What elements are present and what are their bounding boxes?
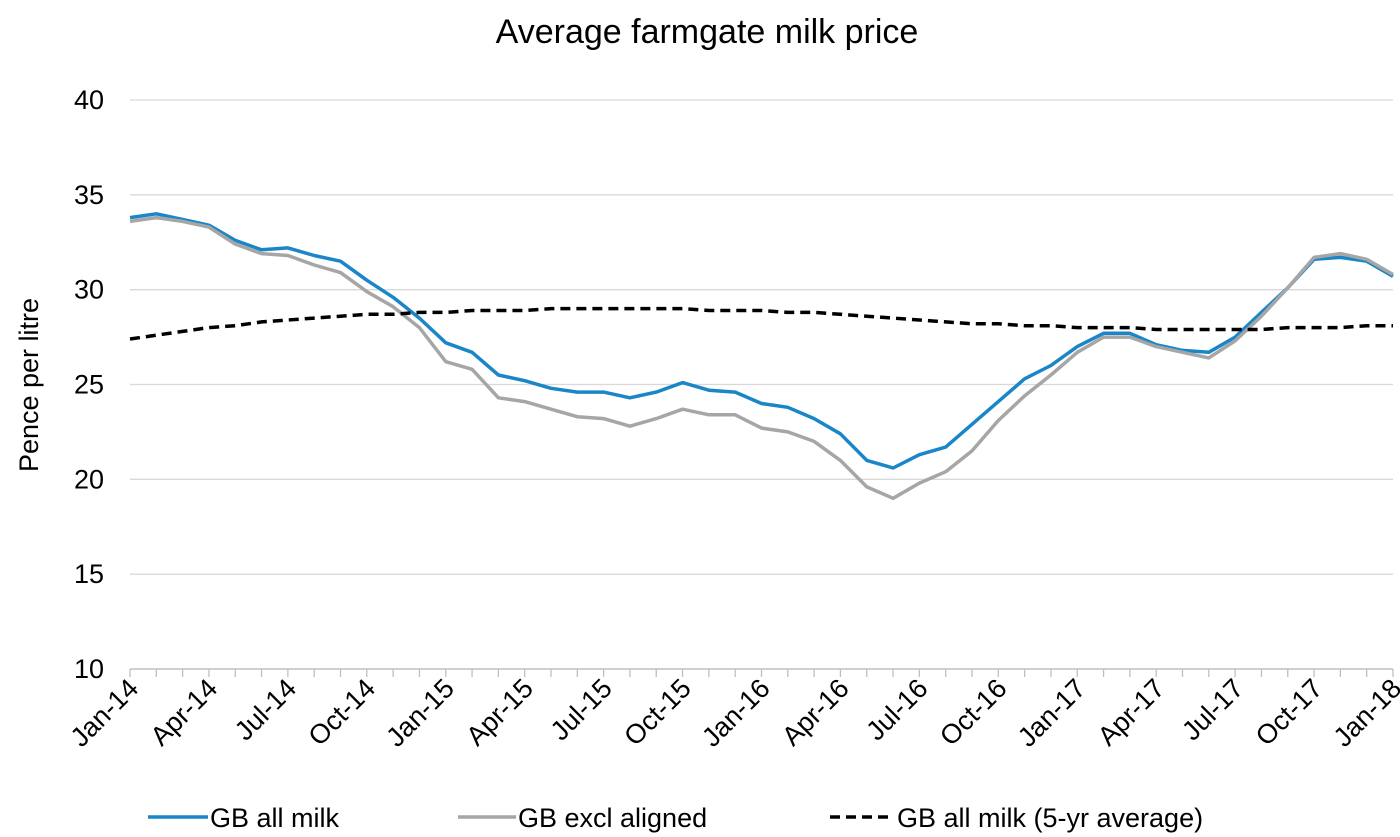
y-tick-label: 10 — [74, 654, 104, 684]
y-axis-ticks: 10 15 20 25 30 35 40 — [74, 85, 104, 684]
x-tick-label: Oct-16 — [934, 673, 1013, 752]
x-tick-label: Apr-16 — [776, 673, 855, 752]
x-tick-label: Jul-14 — [229, 673, 302, 746]
y-tick-label: 40 — [74, 85, 104, 115]
chart-title: Average farmgate milk price — [496, 13, 919, 51]
x-tick-label: Jan-16 — [696, 673, 776, 753]
x-tick-label: Apr-15 — [460, 673, 539, 752]
x-tick-label: Jan-15 — [380, 673, 460, 753]
legend-label: GB all milk (5-yr average) — [897, 803, 1203, 833]
x-tick-label: Jan-17 — [1012, 673, 1092, 753]
series-line-2 — [129, 215, 1394, 501]
legend-label: GB all milk — [210, 803, 340, 833]
x-axis-minor-ticks — [129, 669, 1394, 677]
x-tick-label: Oct-15 — [618, 673, 697, 752]
x-tick-label: Jul-15 — [545, 673, 618, 746]
gridlines — [130, 99, 1393, 575]
x-tick-label: Jan-14 — [65, 673, 145, 753]
x-tick-label: Oct-17 — [1250, 673, 1329, 752]
legend-label: GB excl aligned — [518, 803, 707, 833]
y-axis-label: Pence per litre — [14, 298, 44, 472]
x-tick-label: Jul-16 — [860, 673, 933, 746]
y-tick-label: 25 — [74, 370, 104, 400]
x-tick-label: Apr-14 — [145, 673, 224, 752]
legend: GB all milk GB excl aligned GB all milk (5… — [148, 803, 1203, 833]
x-axis-ticks: Jan-14 Apr-14 Jul-14 Oct-14 Jan-15 Apr-15 Jul-… — [65, 673, 1400, 753]
x-tick-label: Oct-14 — [303, 673, 382, 752]
x-tick-label: Apr-17 — [1092, 673, 1171, 752]
x-tick-label: Jan-18 — [1328, 673, 1400, 753]
x-tick-label: Jul-17 — [1176, 673, 1249, 746]
series-line-3 — [129, 306, 1393, 341]
y-tick-label: 20 — [74, 464, 104, 494]
series-line-1 — [129, 212, 1394, 470]
y-tick-label: 35 — [74, 180, 104, 210]
y-tick-label: 15 — [74, 559, 104, 589]
series-lines — [129, 212, 1394, 501]
y-tick-label: 30 — [74, 275, 104, 305]
